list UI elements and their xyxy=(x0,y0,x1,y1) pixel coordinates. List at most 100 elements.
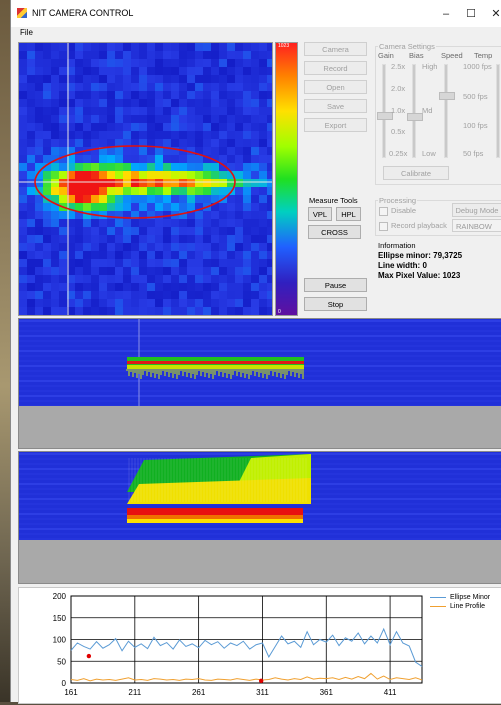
heatmap-cell xyxy=(243,59,251,67)
heatmap-cell xyxy=(75,203,83,211)
heatmap-cell xyxy=(243,171,251,179)
close-button[interactable]: ✕ xyxy=(491,8,501,20)
heatmap-cell xyxy=(155,267,163,275)
maximize-button[interactable]: ☐ xyxy=(466,8,476,20)
record-button[interactable]: Record xyxy=(304,61,367,75)
heatmap-cell xyxy=(139,107,147,115)
app-window: NIT CAMERA CONTROL – ☐ ✕ File 1023 0 Cam… xyxy=(10,0,501,704)
heatmap-cell xyxy=(131,75,139,83)
heatmap-cell xyxy=(147,139,155,147)
heatmap-cell xyxy=(19,299,27,307)
heatmap-cell xyxy=(99,291,107,299)
heatmap-cell xyxy=(91,115,99,123)
heatmap-cell xyxy=(147,171,155,179)
cross-button[interactable]: CROSS xyxy=(308,225,361,239)
heatmap-cell xyxy=(179,275,187,283)
heatmap-cell xyxy=(35,187,43,195)
heatmap-cell xyxy=(267,75,275,83)
heatmap-cell xyxy=(187,219,195,227)
heatmap-cell xyxy=(179,131,187,139)
heatmap-cell xyxy=(179,251,187,259)
heatmap-cell xyxy=(147,147,155,155)
heatmap-cell xyxy=(211,211,219,219)
heatmap-cell xyxy=(163,43,171,51)
heatmap-cell xyxy=(147,43,155,51)
heatmap-cell xyxy=(75,219,83,227)
heatmap-cell xyxy=(195,155,203,163)
gain-slider-track[interactable] xyxy=(382,64,386,158)
heatmap-cell xyxy=(163,307,171,315)
heatmap-cell xyxy=(19,115,27,123)
pause-button[interactable]: Pause xyxy=(304,278,367,292)
camera-heatmap[interactable] xyxy=(18,42,275,316)
stop-button[interactable]: Stop xyxy=(304,297,367,311)
debug-mode-button[interactable]: Debug Mode xyxy=(452,203,501,217)
heatmap-cell xyxy=(195,75,203,83)
heatmap-cell xyxy=(187,259,195,267)
heatmap-cell xyxy=(139,275,147,283)
heatmap-cell xyxy=(27,99,35,107)
heatmap-cell xyxy=(139,67,147,75)
heatmap-cell xyxy=(91,155,99,163)
heatmap-cell xyxy=(147,115,155,123)
menu-bar: File xyxy=(11,27,501,41)
heatmap-cell xyxy=(67,267,75,275)
heatmap-cell xyxy=(195,307,203,315)
heatmap-cell xyxy=(131,163,139,171)
bias-slider-track[interactable] xyxy=(412,64,416,158)
heatmap-cell xyxy=(139,91,147,99)
bias-slider-thumb[interactable] xyxy=(407,113,423,121)
heatmap-cell xyxy=(99,163,107,171)
hpl-button[interactable]: HPL xyxy=(336,207,361,221)
heatmap-cell xyxy=(211,307,219,315)
heatmap-cell xyxy=(131,147,139,155)
heatmap-cell xyxy=(259,123,267,131)
heatmap-cell xyxy=(107,107,115,115)
heatmap-cell xyxy=(179,115,187,123)
minimize-button[interactable]: – xyxy=(442,8,450,20)
heatmap-cell xyxy=(51,307,59,315)
record-playback-checkbox[interactable] xyxy=(379,222,388,231)
speed-slider-thumb[interactable] xyxy=(439,92,455,100)
camera-button[interactable]: Camera xyxy=(304,42,367,56)
speed-slider-track[interactable] xyxy=(444,64,448,158)
heatmap-cell xyxy=(67,123,75,131)
save-button[interactable]: Save xyxy=(304,99,367,113)
heatmap-cell xyxy=(235,299,243,307)
heatmap-cell xyxy=(107,131,115,139)
calibrate-button[interactable]: Calibrate xyxy=(383,166,449,180)
heatmap-cell xyxy=(251,99,259,107)
heatmap-cell xyxy=(187,291,195,299)
heatmap-cell xyxy=(75,59,83,67)
heatmap-cell xyxy=(227,203,235,211)
heatmap-cell xyxy=(187,171,195,179)
heatmap-cell xyxy=(59,219,67,227)
heatmap-cell xyxy=(35,227,43,235)
heatmap-cell xyxy=(163,171,171,179)
heatmap-cell xyxy=(243,187,251,195)
open-button[interactable]: Open xyxy=(304,80,367,94)
heatmap-cell xyxy=(235,51,243,59)
heatmap-cell xyxy=(251,211,259,219)
export-button[interactable]: Export xyxy=(304,118,367,132)
menu-file[interactable]: File xyxy=(20,28,33,37)
colormap-select[interactable]: RAINBOW xyxy=(452,219,501,232)
heatmap-cell xyxy=(155,227,163,235)
disable-checkbox[interactable] xyxy=(379,207,388,216)
heatmap-cell xyxy=(75,179,83,187)
heatmap-cell xyxy=(187,139,195,147)
temp-slider-track[interactable] xyxy=(496,64,500,158)
heatmap-cell xyxy=(83,283,91,291)
heatmap-cell xyxy=(131,107,139,115)
heatmap-cell xyxy=(235,227,243,235)
vpl-button[interactable]: VPL xyxy=(308,207,332,221)
gain-slider-thumb[interactable] xyxy=(377,112,393,120)
heatmap-cell xyxy=(35,171,43,179)
heatmap-cell xyxy=(59,115,67,123)
heatmap-cell xyxy=(243,115,251,123)
title-bar: NIT CAMERA CONTROL – ☐ ✕ xyxy=(11,0,501,27)
heatmap-cell xyxy=(35,123,43,131)
heatmap-cell xyxy=(235,251,243,259)
heatmap-cell xyxy=(43,43,51,51)
heatmap-cell xyxy=(243,131,251,139)
